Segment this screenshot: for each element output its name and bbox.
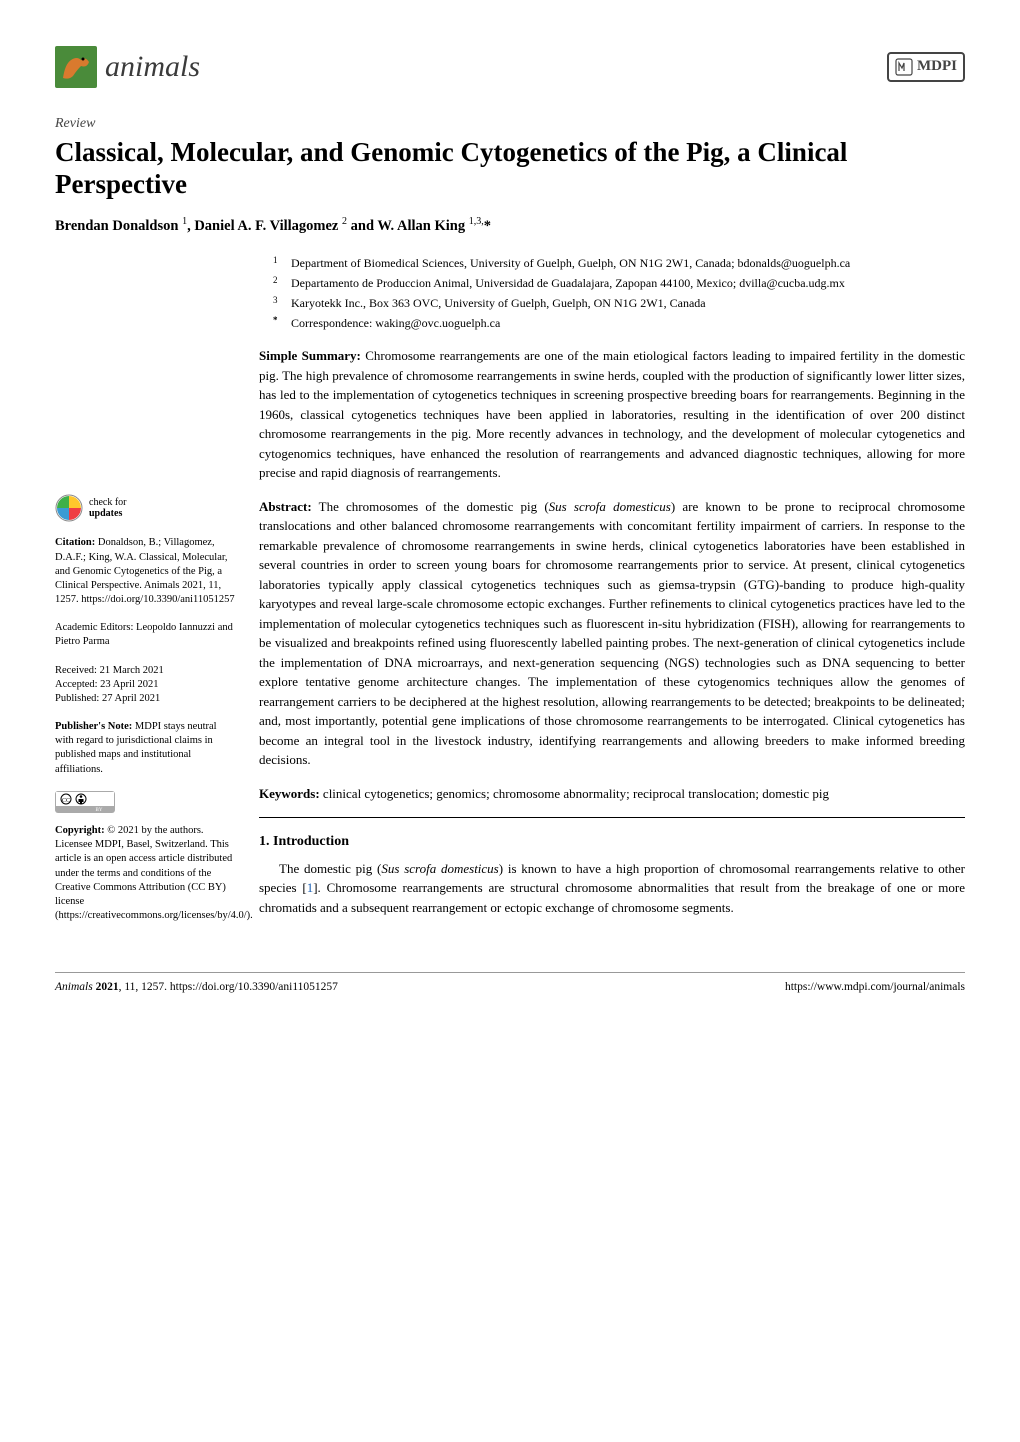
abstract: Abstract: The chromosomes of the domesti… bbox=[259, 497, 965, 770]
date-accepted: Accepted: 23 April 2021 bbox=[55, 678, 237, 692]
abstract-text-2: ) are known to be prone to reciprocal ch… bbox=[259, 499, 965, 768]
abstract-label: Abstract: bbox=[259, 499, 312, 514]
affiliation-3: 3 Karyotekk Inc., Box 363 OVC, Universit… bbox=[273, 294, 965, 312]
main-content: 1 Department of Biomedical Sciences, Uni… bbox=[259, 254, 965, 937]
correspondence: * Correspondence: waking@ovc.uoguelph.ca bbox=[273, 314, 965, 332]
editors: Academic Editors: Leopoldo Iannuzzi and … bbox=[55, 621, 237, 649]
check-line2: updates bbox=[89, 508, 126, 519]
aff-num: 1 bbox=[273, 254, 281, 272]
affiliations: 1 Department of Biomedical Sciences, Uni… bbox=[273, 254, 965, 332]
copyright-block: Copyright: © 2021 by the authors. Licens… bbox=[55, 824, 237, 923]
journal-name: animals bbox=[105, 45, 200, 89]
intro-heading: 1. Introduction bbox=[259, 832, 965, 852]
summary-text: Chromosome rearrangements are one of the… bbox=[259, 348, 965, 480]
check-line1: check for bbox=[89, 497, 126, 508]
affiliation-2: 2 Departamento de Produccion Animal, Uni… bbox=[273, 274, 965, 292]
aff-text: Departamento de Produccion Animal, Unive… bbox=[291, 274, 845, 292]
footer-left: Animals 2021, 11, 1257. https://doi.org/… bbox=[55, 979, 338, 996]
intro-text-1: The domestic pig ( bbox=[279, 861, 381, 876]
animals-icon bbox=[55, 46, 97, 88]
article-title: Classical, Molecular, and Genomic Cytoge… bbox=[55, 136, 965, 201]
crossref-icon bbox=[55, 494, 83, 522]
footer: Animals 2021, 11, 1257. https://doi.org/… bbox=[55, 972, 965, 996]
cc-by-icon: CC BY bbox=[55, 791, 115, 813]
abstract-text-1: The chromosomes of the domestic pig ( bbox=[319, 499, 549, 514]
mdpi-text: MDPI bbox=[917, 56, 957, 78]
aff-text: Karyotekk Inc., Box 363 OVC, University … bbox=[291, 294, 706, 312]
date-published: Published: 27 April 2021 bbox=[55, 692, 237, 706]
abstract-italic: Sus scrofa domesticus bbox=[549, 499, 671, 514]
aff-num: 3 bbox=[273, 294, 281, 312]
header: animals MDPI bbox=[55, 45, 965, 89]
mdpi-logo: MDPI bbox=[887, 52, 965, 82]
footer-doi: , 11, 1257. https://doi.org/10.3390/ani1… bbox=[119, 981, 338, 993]
affiliation-1: 1 Department of Biomedical Sciences, Uni… bbox=[273, 254, 965, 272]
simple-summary: Simple Summary: Chromosome rearrangement… bbox=[259, 346, 965, 483]
intro-italic: Sus scrofa domesticus bbox=[381, 861, 498, 876]
check-for-updates[interactable]: check for updates bbox=[55, 494, 237, 522]
publisher-note-block: Publisher's Note: MDPI stays neutral wit… bbox=[55, 720, 237, 777]
section-divider bbox=[259, 817, 965, 818]
svg-text:BY: BY bbox=[96, 808, 103, 813]
aff-num: * bbox=[273, 314, 281, 332]
publisher-note-label: Publisher's Note: bbox=[55, 721, 132, 732]
citation-label: Citation: bbox=[55, 537, 95, 548]
journal-logo: animals bbox=[55, 45, 200, 89]
footer-journal: Animals bbox=[55, 981, 96, 993]
dates-block: Received: 21 March 2021 Accepted: 23 Apr… bbox=[55, 664, 237, 707]
summary-label: Simple Summary: bbox=[259, 348, 361, 363]
copyright-text: © 2021 by the authors. Licensee MDPI, Ba… bbox=[55, 825, 253, 921]
copyright-label: Copyright: bbox=[55, 825, 105, 836]
aff-num: 2 bbox=[273, 274, 281, 292]
article-type: Review bbox=[55, 114, 965, 134]
footer-year: 2021 bbox=[96, 981, 119, 993]
keywords-label: Keywords: bbox=[259, 786, 320, 801]
citation-block: Citation: Donaldson, B.; Villagomez, D.A… bbox=[55, 536, 237, 607]
mdpi-icon bbox=[895, 58, 913, 76]
aff-text: Department of Biomedical Sciences, Unive… bbox=[291, 254, 850, 272]
intro-paragraph: The domestic pig (Sus scrofa domesticus)… bbox=[259, 859, 965, 918]
date-received: Received: 21 March 2021 bbox=[55, 664, 237, 678]
cc-badge: CC BY bbox=[55, 791, 237, 818]
keywords-text: clinical cytogenetics; genomics; chromos… bbox=[323, 786, 829, 801]
intro-text-3: ]. Chromosome rearrangements are structu… bbox=[259, 880, 965, 915]
svg-text:CC: CC bbox=[62, 798, 70, 804]
keywords: Keywords: clinical cytogenetics; genomic… bbox=[259, 784, 965, 804]
footer-right[interactable]: https://www.mdpi.com/journal/animals bbox=[785, 979, 965, 996]
check-updates-label: check for updates bbox=[89, 497, 126, 519]
aff-text: Correspondence: waking@ovc.uoguelph.ca bbox=[291, 314, 500, 332]
authors: Brendan Donaldson 1, Daniel A. F. Villag… bbox=[55, 215, 965, 237]
sidebar: check for updates Citation: Donaldson, B… bbox=[55, 254, 237, 937]
